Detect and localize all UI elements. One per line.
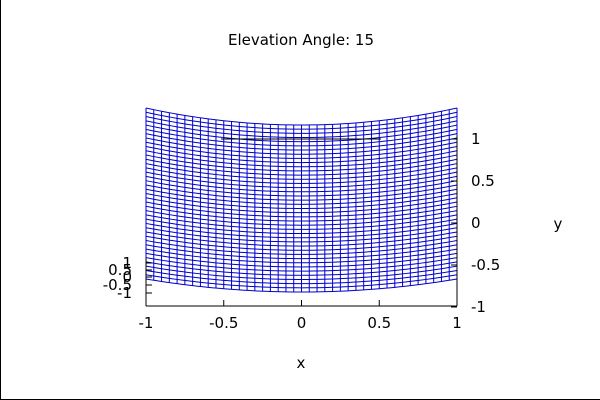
- z-tick-label: 1: [122, 254, 132, 272]
- x-axis-label: x: [297, 354, 306, 372]
- z-tick-label: 0.5: [108, 261, 132, 279]
- y-tick-label: -0.5: [471, 256, 500, 274]
- x-tick-label: 0: [297, 314, 307, 332]
- x-tick-label: -1: [139, 314, 154, 332]
- surface-mesh: [145, 107, 458, 293]
- z-tick-label: 0: [122, 268, 132, 286]
- z-tick-label: -0.5: [103, 276, 132, 294]
- chart-title: Elevation Angle: 15: [228, 31, 374, 49]
- y-tick-label: 1: [471, 130, 481, 148]
- x-tick-label: 0.5: [367, 314, 391, 332]
- y-axis-ticks: 1 0.5 0 -0.5 -1: [451, 130, 500, 316]
- y-tick-label: -1: [471, 298, 486, 316]
- x-axis-ticks: -1 -0.5 0 0.5 1: [139, 300, 462, 332]
- x-tick-label: -0.5: [209, 314, 238, 332]
- z-tick-label: -1: [117, 284, 132, 302]
- y-tick-label: 0: [471, 214, 481, 232]
- y-tick-label: 0.5: [471, 172, 495, 190]
- z-axis-ticks: 10.50-0.5-1: [103, 254, 152, 302]
- y-axis-label: y: [554, 215, 563, 233]
- x-tick-label: 1: [452, 314, 462, 332]
